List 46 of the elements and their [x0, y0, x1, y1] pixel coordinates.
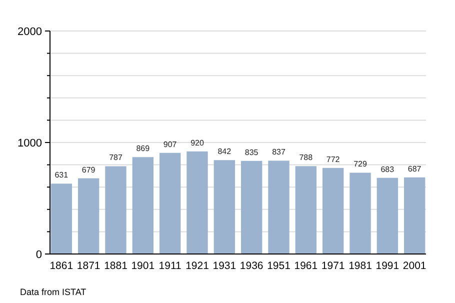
x-tick-label: 1981 — [348, 260, 372, 272]
bar — [350, 172, 371, 254]
x-tick-label: 1871 — [76, 260, 100, 272]
x-tick-label: 1961 — [294, 260, 318, 272]
data-label: 729 — [354, 160, 368, 169]
bar — [132, 157, 154, 254]
bar — [376, 178, 398, 254]
x-tick-label: 1911 — [158, 260, 182, 272]
x-tick-label: 1901 — [131, 260, 155, 272]
y-tick-label: 1000 — [18, 137, 42, 150]
y-tick-label: 2000 — [18, 26, 42, 38]
x-tick-label: 1881 — [104, 260, 128, 272]
bar — [322, 168, 344, 254]
text: Data from ISTAT — [20, 287, 87, 297]
y-tick-label: 0 — [36, 248, 42, 261]
bar — [159, 152, 181, 254]
bar — [295, 166, 317, 254]
x-tick-label: 1936 — [240, 260, 264, 272]
data-label: 869 — [136, 144, 150, 154]
data-label: 842 — [218, 147, 232, 156]
bar — [78, 178, 100, 254]
bar — [105, 166, 126, 254]
x-tick-label: 1991 — [376, 260, 400, 272]
data-label: 920 — [190, 138, 204, 148]
data-label: 787 — [109, 153, 123, 162]
bar — [268, 160, 290, 254]
x-tick-label: 1861 — [50, 260, 74, 272]
bar — [50, 184, 72, 254]
x-tick-label: 1971 — [321, 260, 345, 272]
data-label: 837 — [272, 148, 286, 157]
bar — [404, 177, 426, 254]
x-tick-label: 1921 — [186, 260, 210, 272]
data-label: 772 — [326, 154, 340, 164]
data-label: 687 — [408, 164, 422, 174]
data-label: 835 — [244, 148, 259, 157]
data-label: 907 — [163, 140, 178, 149]
data-label: 679 — [82, 165, 96, 174]
data-label: 631 — [54, 170, 69, 180]
x-tick-label: 1931 — [212, 260, 236, 272]
data-label: 683 — [380, 164, 395, 174]
x-tick-label: 1951 — [267, 260, 291, 272]
bar — [186, 151, 208, 254]
x-tick-label: 2001 — [402, 260, 426, 272]
data-label: 788 — [299, 153, 314, 162]
bar — [214, 160, 236, 254]
bar — [240, 160, 262, 254]
